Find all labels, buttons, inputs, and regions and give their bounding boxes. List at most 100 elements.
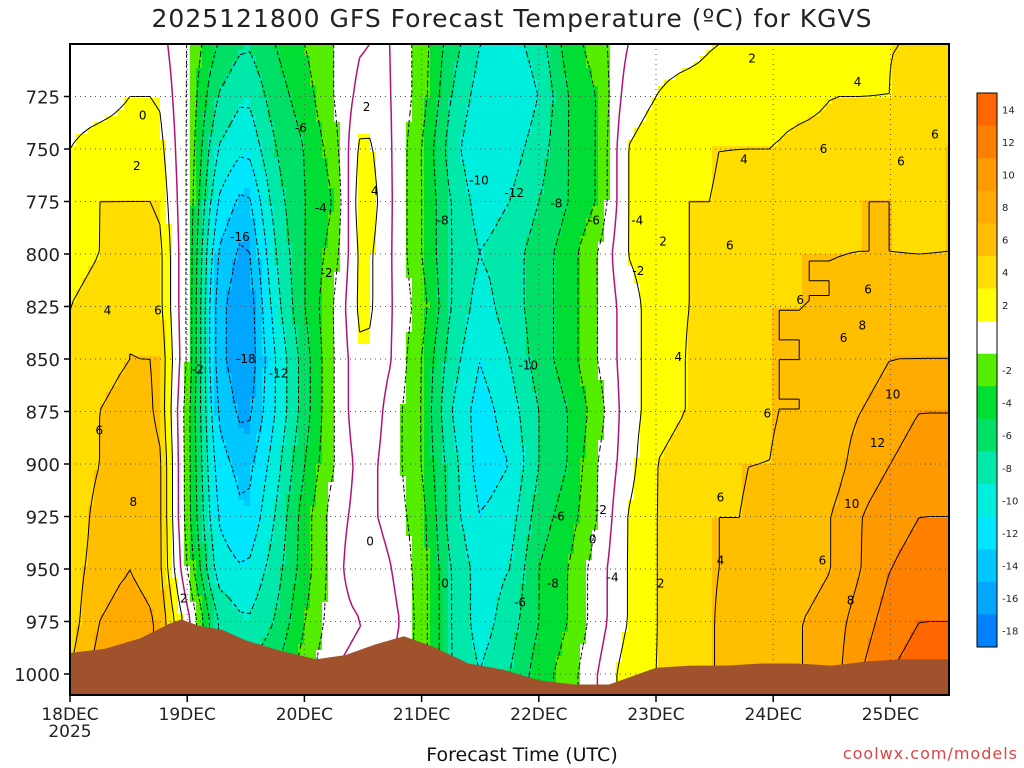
temperature-cell [250,278,257,285]
temperature-cell [310,74,317,81]
temperature-cell [166,290,173,297]
temperature-cell [340,158,347,165]
temperature-cell [238,74,245,81]
temperature-cell [280,248,287,255]
temperature-cell [328,86,335,93]
temperature-cell [112,134,119,141]
temperature-cell [202,134,209,141]
temperature-cell [250,608,257,615]
temperature-cell [304,572,311,579]
temperature-cell [82,584,89,591]
temperature-cell [94,500,101,507]
temperature-cell [154,74,161,81]
temperature-cell [220,470,227,477]
temperature-cell [256,446,263,453]
temperature-cell [220,98,227,105]
temperature-cell [298,236,305,243]
temperature-cell [298,560,305,567]
temperature-cell [286,260,293,267]
temperature-cell [82,530,89,537]
temperature-cell [250,572,257,579]
temperature-cell [190,242,197,249]
temperature-cell [94,194,101,201]
temperature-cell [256,224,263,231]
temperature-cell [226,602,233,609]
temperature-cell [256,632,263,639]
temperature-cell [166,80,173,87]
temperature-cell [310,542,317,549]
temperature-cell [256,302,263,309]
temperature-cell [136,140,143,147]
temperature-cell [94,452,101,459]
temperature-cell [268,416,275,423]
temperature-cell [322,182,329,189]
temperature-cell [88,56,95,63]
temperature-cell [94,512,101,519]
temperature-cell [208,86,215,93]
temperature-cell [268,158,275,165]
temperature-cell [214,164,221,171]
temperature-cell [100,602,107,609]
temperature-cell [334,368,341,375]
temperature-cell [124,362,131,369]
temperature-cell [160,122,167,129]
temperature-cell [106,146,113,153]
temperature-cell [142,572,149,579]
temperature-cell [112,464,119,471]
temperature-cell [280,524,287,531]
temperature-cell [310,620,317,627]
temperature-cell [118,578,125,585]
temperature-cell [118,428,125,435]
temperature-cell [124,278,131,285]
temperature-cell [76,470,83,477]
temperature-cell [124,68,131,75]
temperature-cell [328,596,335,603]
temperature-cell [112,260,119,267]
temperature-cell [202,116,209,123]
temperature-cell [286,548,293,555]
temperature-cell [298,392,305,399]
temperature-cell [340,422,347,429]
temperature-cell [238,476,245,483]
temperature-cell [334,386,341,393]
temperature-cell [292,572,299,579]
temperature-cell [94,92,101,99]
temperature-cell [292,362,299,369]
temperature-cell [88,158,95,165]
temperature-cell [148,278,155,285]
temperature-cell [244,128,251,135]
temperature-cell [124,116,131,123]
temperature-cell [214,128,221,135]
temperature-cell [280,62,287,69]
temperature-cell [118,554,125,561]
temperature-cell [250,380,257,387]
temperature-cell [166,332,173,339]
temperature-cell [334,278,341,285]
temperature-cell [292,44,299,51]
temperature-cell [208,506,215,513]
temperature-cell [340,416,347,423]
temperature-cell [298,434,305,441]
temperature-cell [106,464,113,471]
temperature-cell [160,596,167,603]
temperature-cell [76,368,83,375]
temperature-cell [244,398,251,405]
temperature-cell [244,182,251,189]
temperature-cell [298,404,305,411]
temperature-cell [142,404,149,411]
temperature-cell [106,548,113,555]
temperature-cell [310,86,317,93]
temperature-cell [286,80,293,87]
temperature-cell [202,230,209,237]
temperature-cell [292,404,299,411]
temperature-cell [154,56,161,63]
temperature-cell [148,152,155,159]
temperature-cell [328,56,335,63]
temperature-cell [100,398,107,405]
temperature-cell [232,440,239,447]
temperature-cell [148,110,155,117]
temperature-cell [268,344,275,351]
temperature-cell [106,326,113,333]
temperature-cell [232,302,239,309]
temperature-cell [202,452,209,459]
